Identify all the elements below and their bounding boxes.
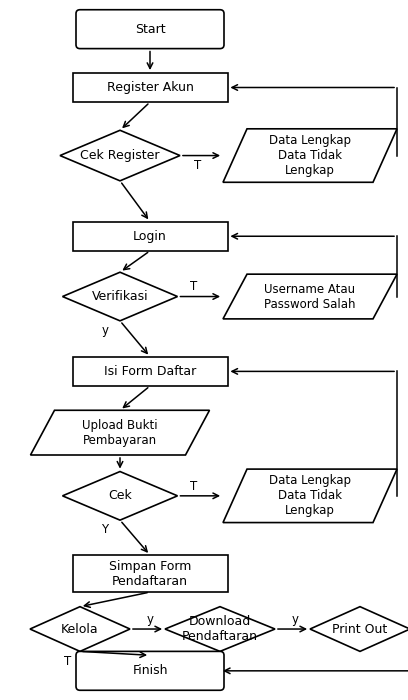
Polygon shape bbox=[223, 274, 397, 319]
Polygon shape bbox=[62, 272, 177, 321]
Text: Cek: Cek bbox=[108, 489, 132, 503]
Text: Username Atau
Password Salah: Username Atau Password Salah bbox=[264, 283, 356, 311]
Bar bbox=[73, 222, 228, 251]
Polygon shape bbox=[165, 607, 275, 652]
Text: Data Lengkap
Data Tidak
Lengkap: Data Lengkap Data Tidak Lengkap bbox=[269, 134, 351, 177]
Text: T: T bbox=[190, 280, 197, 293]
Polygon shape bbox=[223, 469, 397, 523]
Text: Finish: Finish bbox=[132, 664, 168, 678]
Text: Print Out: Print Out bbox=[333, 622, 388, 636]
Text: T: T bbox=[190, 480, 197, 493]
Polygon shape bbox=[60, 130, 180, 181]
Polygon shape bbox=[62, 472, 177, 520]
Text: Data Lengkap
Data Tidak
Lengkap: Data Lengkap Data Tidak Lengkap bbox=[269, 475, 351, 517]
Text: T: T bbox=[64, 654, 72, 668]
Text: Download
Pendaftaran: Download Pendaftaran bbox=[182, 615, 258, 643]
Text: y: y bbox=[102, 324, 109, 337]
FancyBboxPatch shape bbox=[76, 10, 224, 48]
Text: Verifikasi: Verifikasi bbox=[92, 290, 149, 303]
Text: Register Akun: Register Akun bbox=[106, 81, 193, 94]
Text: T: T bbox=[194, 159, 202, 172]
Text: Upload Bukti
Pembayaran: Upload Bukti Pembayaran bbox=[82, 419, 158, 447]
Polygon shape bbox=[223, 129, 397, 182]
Text: y: y bbox=[146, 612, 153, 626]
Bar bbox=[73, 73, 228, 102]
Text: Simpan Form
Pendaftaran: Simpan Form Pendaftaran bbox=[109, 559, 191, 587]
Text: y: y bbox=[291, 612, 299, 626]
Text: Isi Form Daftar: Isi Form Daftar bbox=[104, 365, 196, 378]
Bar bbox=[73, 357, 228, 386]
Text: Y: Y bbox=[102, 524, 109, 536]
Polygon shape bbox=[31, 410, 209, 455]
Text: Kelola: Kelola bbox=[61, 622, 99, 636]
Text: Cek Register: Cek Register bbox=[80, 149, 160, 162]
Text: Start: Start bbox=[135, 22, 165, 36]
Text: Login: Login bbox=[133, 230, 167, 243]
Polygon shape bbox=[310, 607, 408, 652]
Polygon shape bbox=[30, 607, 130, 652]
Bar bbox=[73, 555, 228, 592]
FancyBboxPatch shape bbox=[76, 652, 224, 690]
